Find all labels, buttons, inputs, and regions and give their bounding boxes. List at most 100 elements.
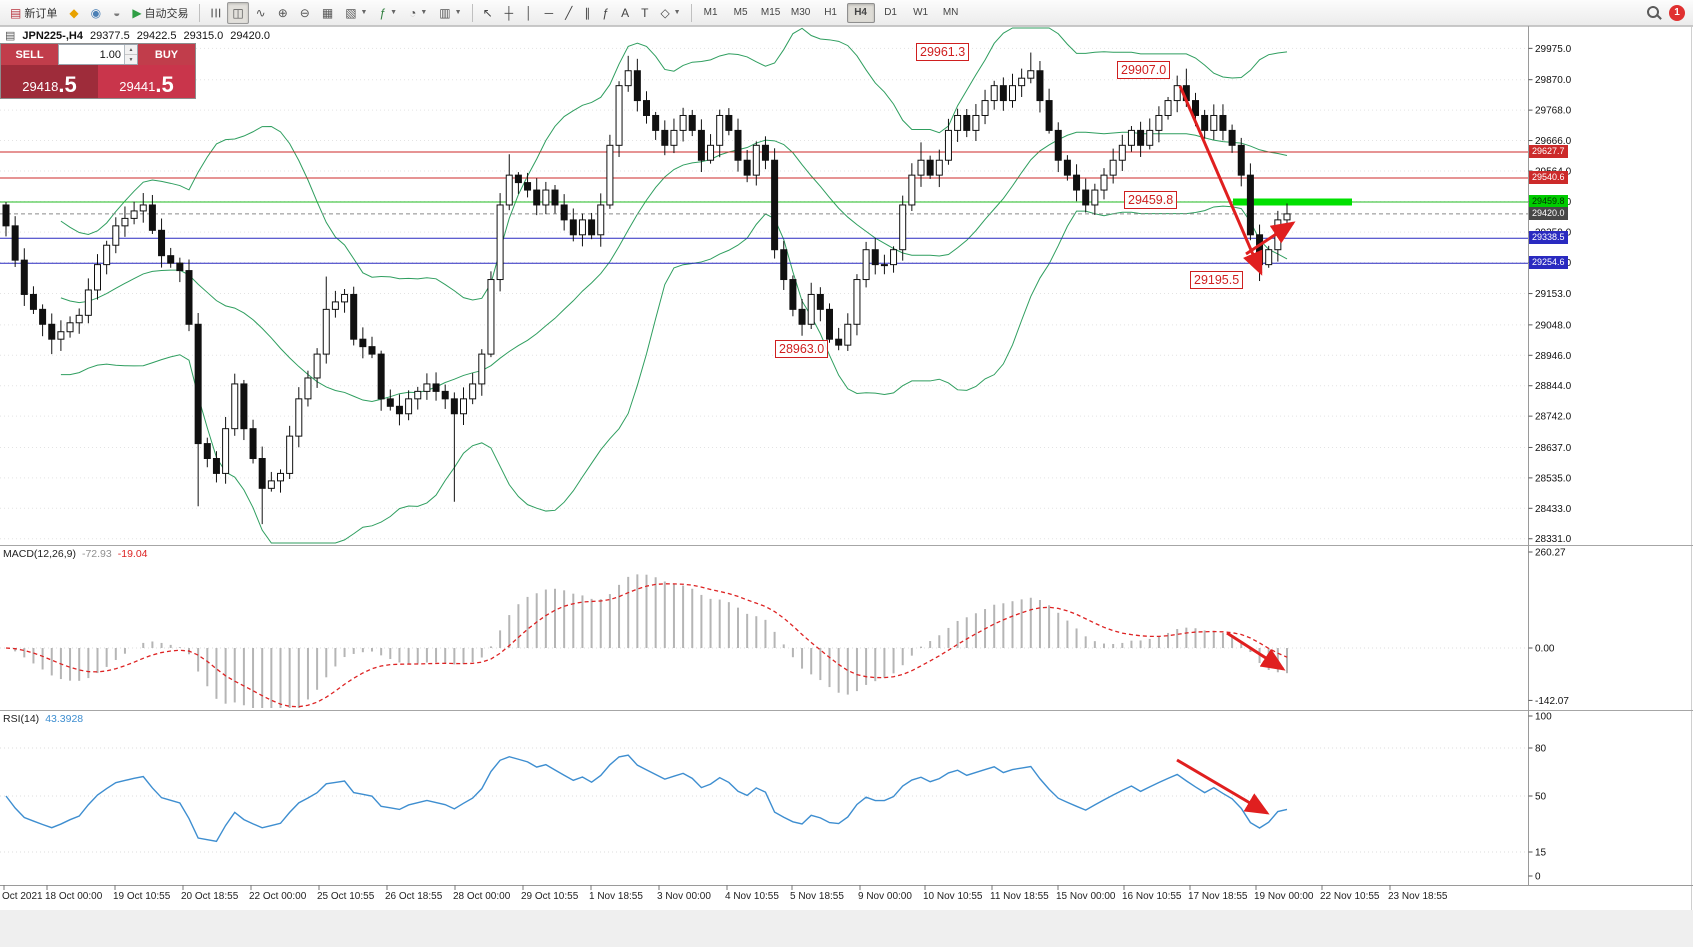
candle-body — [578, 219, 586, 236]
candle-body — [972, 114, 980, 131]
line-chart-button[interactable]: ∿ — [251, 2, 271, 24]
new-order-button[interactable]: ▤ 新订单 — [5, 2, 62, 24]
vertical-line-button[interactable]: │ — [520, 2, 538, 24]
candle-body — [780, 249, 788, 281]
timeframe-m30-button[interactable]: M30 — [790, 7, 811, 18]
candle-body — [1054, 129, 1062, 161]
trend-arrow[interactable] — [1178, 85, 1263, 276]
trend-arrow[interactable] — [1245, 221, 1296, 256]
zoom-in-button[interactable]: ⊕ — [273, 2, 293, 24]
rsi-pane — [5, 754, 1288, 843]
text-label-button[interactable]: T — [636, 2, 653, 24]
candle-body — [39, 308, 47, 325]
timeframe-mn-button[interactable]: MN — [942, 7, 959, 18]
trend-arrows — [1176, 85, 1296, 815]
cursor-icon: ↖ — [482, 5, 493, 20]
timeframe-m1-button[interactable]: M1 — [703, 7, 718, 18]
price-annotation[interactable]: 29961.3 — [916, 43, 970, 61]
fibonacci-button[interactable]: ƒ — [597, 2, 614, 24]
add-indicator-dropdown-icon[interactable]: ▼ — [390, 9, 398, 16]
candle-body — [963, 114, 971, 131]
period-dropdown-icon[interactable]: ▼ — [420, 9, 428, 16]
volume-down-icon[interactable]: ▼ — [125, 55, 137, 64]
axis-label: 29870.0 — [1535, 75, 1572, 86]
notification-badge[interactable]: 1 — [1669, 4, 1685, 21]
text-button[interactable]: A — [616, 2, 634, 24]
one-click-trading-panel: SELL 1.00 ▲ ▼ BUY 29418.5 29441.5 — [1, 44, 195, 98]
sell-button[interactable]: SELL — [1, 44, 58, 65]
shapes-dropdown-icon[interactable]: ▼ — [673, 9, 681, 16]
template-dropdown-icon[interactable]: ▼ — [454, 9, 462, 16]
time-axis[interactable]: Oct 2021 18 Oct 00:00 19 Oct 10:55 20 Oct 1… — [2, 885, 1448, 902]
add-indicator-icon: ƒ — [379, 5, 387, 20]
bar-chart-icon: ☰ — [207, 7, 222, 18]
candle-body — [84, 289, 92, 316]
volume-value[interactable]: 1.00 — [99, 48, 121, 61]
volume-spinner[interactable]: ▲ ▼ — [124, 45, 137, 64]
timeframe-d1-button[interactable]: D1 — [884, 7, 897, 18]
axis-label: Oct 2021 — [2, 891, 43, 902]
candle-body — [322, 308, 330, 355]
channel-button[interactable]: ∥ — [579, 2, 595, 24]
timeframe-m15-button[interactable]: M15 — [760, 7, 781, 18]
candle-body — [112, 225, 120, 246]
candle-body — [871, 249, 879, 266]
buy-price-prefix: 29441 — [119, 79, 156, 94]
zoom-out-button[interactable]: ⊖ — [295, 2, 315, 24]
crosshair-button[interactable]: ┼ — [500, 2, 519, 24]
candle-body — [524, 182, 532, 191]
buy-price-button[interactable]: 29441.5 — [98, 65, 195, 98]
volume-input[interactable]: 1.00 ▲ ▼ — [58, 44, 138, 65]
axis-label: 18 Oct 00:00 — [45, 891, 103, 902]
search-icon-handle — [1656, 13, 1662, 20]
new-chart-dropdown-icon[interactable]: ▼ — [360, 9, 368, 16]
candle-body — [395, 405, 403, 415]
timeframe-h4-button[interactable]: H4 — [846, 2, 875, 23]
cursor-button[interactable]: ↖ — [478, 2, 498, 24]
candle-body — [432, 383, 440, 392]
candlestick-chart-button[interactable]: ◫ — [227, 1, 249, 24]
bar-chart-button[interactable]: ☰ — [205, 2, 226, 24]
axis-label: 0.00 — [1535, 644, 1555, 655]
profile-button[interactable]: ◉ — [86, 2, 106, 24]
axis-label: 28637.0 — [1535, 443, 1572, 454]
candle-body — [606, 144, 614, 206]
price-annotation[interactable]: 28963.0 — [775, 340, 829, 358]
macd-signal-line — [5, 583, 1288, 708]
price-tag: 29627.7 — [1529, 144, 1568, 158]
timeframe-h1-button[interactable]: H1 — [824, 7, 837, 18]
sell-price-button[interactable]: 29418.5 — [1, 65, 98, 98]
trendline-button[interactable]: ╱ — [560, 2, 577, 24]
horizontal-line-button[interactable]: ─ — [540, 2, 559, 24]
buy-button[interactable]: BUY — [138, 44, 195, 65]
timeframe-m5-button[interactable]: M5 — [733, 7, 748, 18]
candles-layer — [2, 52, 1291, 525]
volume-up-icon[interactable]: ▲ — [125, 45, 137, 55]
candle-body — [460, 398, 467, 415]
add-indicator-button[interactable]: ƒ ▼ — [374, 2, 402, 24]
period-icon: ◔ — [409, 5, 417, 20]
shapes-button[interactable]: ◇ ▼ — [655, 2, 685, 24]
axis-label: -142.07 — [1535, 696, 1569, 707]
new-chart-button[interactable]: ▧ ▼ — [340, 2, 372, 24]
axis-label: 260.27 — [1535, 547, 1566, 558]
bollinger-bands — [60, 27, 1288, 544]
template-button[interactable]: ▥ ▼ — [434, 2, 466, 24]
community-button[interactable]: ◒ — [108, 2, 125, 24]
price-annotation[interactable]: 29907.0 — [1117, 61, 1171, 79]
price-annotation[interactable]: 29459.8 — [1124, 191, 1178, 209]
candle-body — [1228, 129, 1236, 146]
trend-arrow[interactable] — [1176, 758, 1270, 815]
candle-body — [1146, 129, 1154, 146]
quote-close: 29420.0 — [230, 29, 271, 42]
timeframe-w1-button[interactable]: W1 — [913, 7, 929, 18]
search-icon[interactable] — [1645, 4, 1663, 22]
candle-body — [1164, 100, 1172, 116]
price-annotation[interactable]: 29195.5 — [1190, 271, 1244, 289]
autotrading-button[interactable]: ▶ 自动交易 — [127, 2, 193, 24]
metaeditor-button[interactable]: ◆ — [64, 2, 83, 24]
tile-windows-button[interactable]: ▦ — [317, 2, 338, 24]
period-button[interactable]: ◔ ▼ — [404, 2, 432, 24]
trend-arrow[interactable] — [1226, 631, 1286, 671]
